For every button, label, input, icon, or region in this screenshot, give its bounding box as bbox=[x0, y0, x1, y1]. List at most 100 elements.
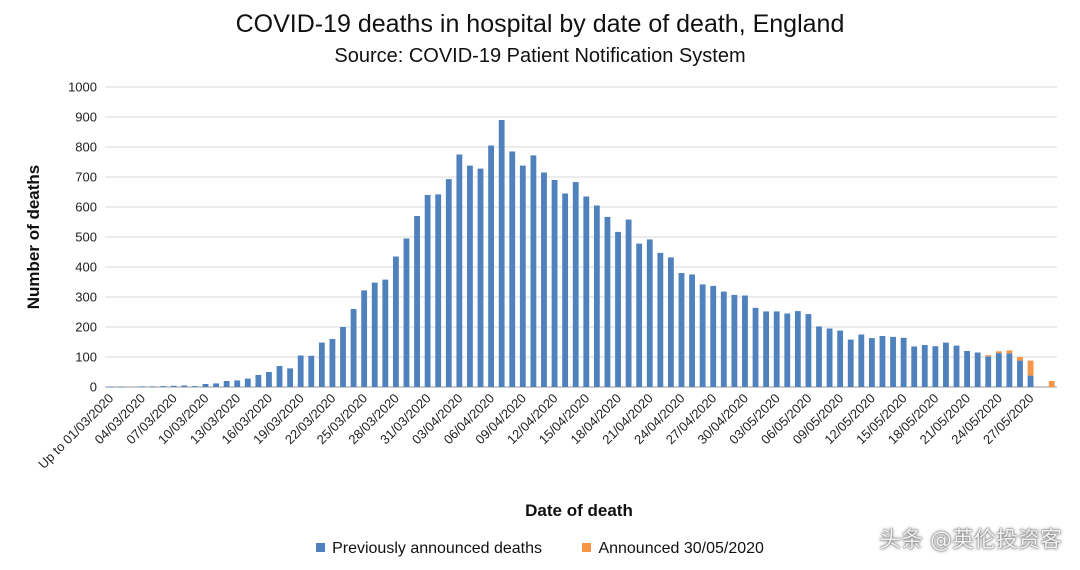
bar-previously-announced bbox=[297, 355, 304, 387]
bar-announced-30-05 bbox=[985, 355, 992, 357]
bars bbox=[107, 120, 1055, 388]
bar-previously-announced bbox=[583, 196, 590, 387]
chart-title: COVID-19 deaths in hospital by date of d… bbox=[235, 10, 845, 38]
bar-previously-announced bbox=[837, 330, 844, 387]
bar-previously-announced bbox=[117, 386, 124, 388]
y-tick-label: 800 bbox=[75, 140, 97, 155]
bar-previously-announced bbox=[773, 311, 780, 387]
y-axis-title: Number of deaths bbox=[24, 165, 43, 310]
y-tick-label: 500 bbox=[75, 230, 97, 245]
x-axis-title: Date of death bbox=[525, 501, 633, 520]
bar-previously-announced bbox=[699, 284, 706, 387]
bar-previously-announced bbox=[541, 172, 547, 387]
bar-previously-announced bbox=[551, 180, 558, 387]
bar-previously-announced bbox=[340, 327, 346, 387]
bar-previously-announced bbox=[213, 383, 219, 387]
bar-announced-30-05 bbox=[1017, 357, 1023, 361]
y-tick-label: 400 bbox=[75, 260, 97, 275]
bar-previously-announced bbox=[192, 386, 198, 387]
bar-previously-announced bbox=[350, 309, 357, 387]
bar-previously-announced bbox=[974, 352, 981, 387]
bar-previously-announced bbox=[424, 195, 431, 387]
bar-previously-announced bbox=[689, 274, 695, 387]
x-axis-ticks: Up to 01/03/202004/03/202007/03/202010/0… bbox=[35, 391, 1036, 472]
bar-previously-announced bbox=[456, 154, 463, 387]
bar-previously-announced bbox=[731, 294, 738, 387]
y-tick-label: 700 bbox=[75, 170, 97, 185]
legend-label-announced-30-05: Announced 30/05/2020 bbox=[598, 540, 764, 557]
bar-previously-announced bbox=[847, 339, 854, 387]
bar-previously-announced bbox=[911, 346, 918, 387]
legend-swatch-announced-30-05 bbox=[582, 543, 592, 552]
bar-announced-30-05 bbox=[995, 351, 1002, 354]
y-tick-label: 600 bbox=[75, 200, 97, 215]
bar-previously-announced bbox=[255, 375, 262, 387]
bar-announced-30-05 bbox=[1027, 360, 1034, 376]
bar-previously-announced bbox=[329, 339, 336, 387]
bar-previously-announced bbox=[234, 380, 241, 387]
bar-previously-announced bbox=[868, 338, 875, 387]
bar-previously-announced bbox=[826, 328, 833, 387]
bar-previously-announced bbox=[498, 120, 505, 387]
bar-previously-announced bbox=[202, 384, 209, 387]
bar-previously-announced bbox=[403, 238, 410, 387]
bar-previously-announced bbox=[562, 193, 569, 387]
bar-previously-announced bbox=[932, 346, 939, 387]
legend: Previously announced deaths Announced 30… bbox=[0, 540, 1080, 558]
bar-previously-announced bbox=[858, 334, 865, 387]
bar-announced-30-05 bbox=[1048, 381, 1055, 387]
bar-previously-announced bbox=[530, 155, 537, 387]
bar-previously-announced bbox=[921, 345, 928, 387]
bar-previously-announced bbox=[964, 351, 970, 387]
y-tick-label: 100 bbox=[75, 350, 97, 365]
bar-previously-announced bbox=[488, 145, 494, 387]
bar-previously-announced bbox=[107, 386, 114, 388]
bar-previously-announced bbox=[636, 243, 643, 387]
bar-previously-announced bbox=[794, 311, 801, 387]
bar-previously-announced bbox=[519, 165, 526, 387]
bar-previously-announced bbox=[1006, 353, 1013, 387]
bar-previously-announced bbox=[604, 216, 611, 387]
bar-announced-30-05 bbox=[1006, 350, 1013, 354]
bar-previously-announced bbox=[995, 353, 1002, 387]
bar-previously-announced bbox=[392, 256, 399, 387]
bar-previously-announced bbox=[805, 314, 812, 387]
bar-previously-announced bbox=[985, 356, 992, 387]
bar-previously-announced bbox=[435, 194, 442, 387]
bar-previously-announced bbox=[382, 279, 389, 387]
bar-previously-announced bbox=[668, 257, 674, 387]
bar-previously-announced bbox=[266, 372, 272, 387]
bar-previously-announced bbox=[477, 168, 484, 387]
bar-previously-announced bbox=[720, 291, 727, 387]
bar-previously-announced bbox=[467, 165, 473, 387]
bar-previously-announced bbox=[223, 381, 230, 387]
legend-swatch-previously-announced bbox=[316, 543, 326, 552]
watermark: 头条 @英伦投资客 bbox=[879, 528, 1062, 553]
y-tick-label: 300 bbox=[75, 290, 97, 305]
bar-previously-announced bbox=[646, 239, 653, 387]
bar-previously-announced bbox=[710, 285, 717, 387]
bar-previously-announced bbox=[943, 342, 949, 387]
legend-item-previously-announced: Previously announced deaths bbox=[316, 540, 542, 558]
bar-previously-announced bbox=[678, 273, 685, 387]
bar-previously-announced bbox=[900, 337, 907, 387]
bar-previously-announced bbox=[615, 231, 621, 387]
bar-previously-announced bbox=[244, 378, 251, 387]
gridlines bbox=[105, 86, 1057, 388]
bar-previously-announced bbox=[445, 179, 452, 387]
legend-label-previously-announced: Previously announced deaths bbox=[332, 540, 542, 557]
y-tick-label: 1000 bbox=[68, 80, 97, 95]
chart-subtitle: Source: COVID-19 Patient Notification Sy… bbox=[334, 45, 746, 67]
bar-previously-announced bbox=[953, 345, 960, 387]
bar-previously-announced bbox=[572, 182, 579, 387]
bar-previously-announced bbox=[170, 385, 177, 387]
bar-previously-announced bbox=[160, 386, 167, 387]
bar-previously-announced bbox=[890, 336, 896, 387]
y-axis-ticks: 0 100 200 300 400 500 600 700 800 900 1000 bbox=[68, 80, 97, 395]
bar-previously-announced bbox=[149, 386, 156, 388]
bar-previously-announced bbox=[414, 216, 420, 387]
bar-previously-announced bbox=[879, 336, 886, 387]
bar-previously-announced bbox=[361, 290, 368, 387]
bar-previously-announced bbox=[742, 295, 748, 387]
